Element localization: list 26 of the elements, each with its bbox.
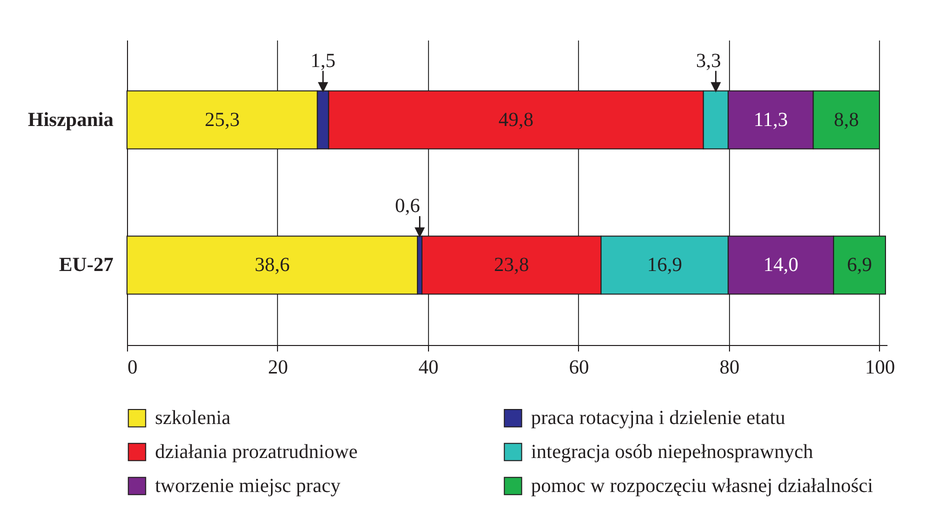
data-label: 6,9	[847, 254, 872, 276]
x-tick-label: 80	[719, 356, 740, 378]
legend-label: praca rotacyjna i dzielenie etatu	[531, 407, 786, 430]
y-tick-label: EU-27	[59, 254, 114, 276]
y-tick-label: Hiszpania	[28, 108, 114, 131]
data-label: 3,3	[696, 50, 721, 72]
x-tick-label: 60	[568, 356, 589, 378]
data-label: 49,8	[498, 108, 534, 131]
data-label: 23,8	[494, 254, 530, 276]
x-tick-label: 40	[418, 356, 438, 378]
x-tick-label: 0	[128, 356, 138, 378]
legend-label: integracja osób niepełnosprawnych	[531, 441, 814, 463]
x-tick-label: 20	[268, 356, 288, 378]
x-tick-label: 100	[864, 356, 895, 378]
data-label: 11,3	[754, 108, 788, 131]
data-label: 16,9	[647, 254, 682, 276]
data-label: 14,0	[763, 254, 798, 276]
data-label: 25,3	[204, 108, 240, 131]
data-label: 1,5	[310, 50, 336, 72]
legend-label: szkolenia	[155, 407, 231, 430]
legend-label: pomoc w rozpoczęciu własnej działalności	[531, 475, 874, 497]
data-label: 8,8	[834, 108, 859, 131]
data-label: 38,6	[254, 254, 290, 276]
legend-label: tworzenie miejsc pracy	[155, 475, 340, 497]
data-label: 0,6	[394, 195, 420, 218]
legend-label: działania prozatrudniowe	[155, 441, 358, 463]
